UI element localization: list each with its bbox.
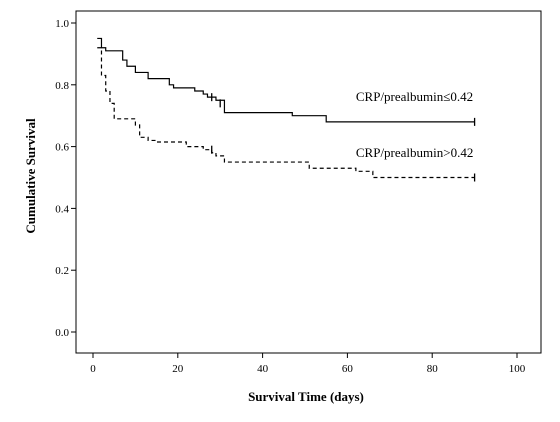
y-tick-label: 0.8 — [55, 80, 69, 92]
x-tick-label: 80 — [427, 363, 439, 375]
y-tick-label: 1.0 — [55, 18, 69, 30]
series-layer — [97, 37, 476, 182]
x-tick-label: 40 — [257, 363, 269, 375]
annotations-layer: CRP/prealbumin≤0.42 CRP/prealbumin>0.42 — [356, 89, 473, 160]
series-annotation: CRP/prealbumin≤0.42 — [356, 89, 473, 104]
axes: 0.0 0.2 0.4 0.6 0.8 1.0 0 20 40 60 80 100 — [55, 10, 542, 375]
x-tick-label: 60 — [342, 363, 354, 375]
series-line-1 — [97, 37, 475, 123]
x-tick-label: 100 — [509, 363, 526, 375]
x-tick-label: 0 — [90, 363, 96, 375]
y-axis-title: Cumulative Survival — [23, 118, 38, 234]
x-axis-title: Survival Time (days) — [248, 389, 364, 404]
y-tick-label: 0.0 — [55, 327, 69, 339]
x-tick-label: 20 — [172, 363, 184, 375]
y-tick-label: 0.6 — [55, 142, 69, 154]
series-annotation: CRP/prealbumin>0.42 — [356, 145, 473, 160]
series-line-2 — [97, 47, 475, 179]
y-tick-label: 0.2 — [55, 265, 69, 277]
plot-frame — [75, 10, 542, 354]
y-tick-label: 0.4 — [55, 203, 69, 215]
